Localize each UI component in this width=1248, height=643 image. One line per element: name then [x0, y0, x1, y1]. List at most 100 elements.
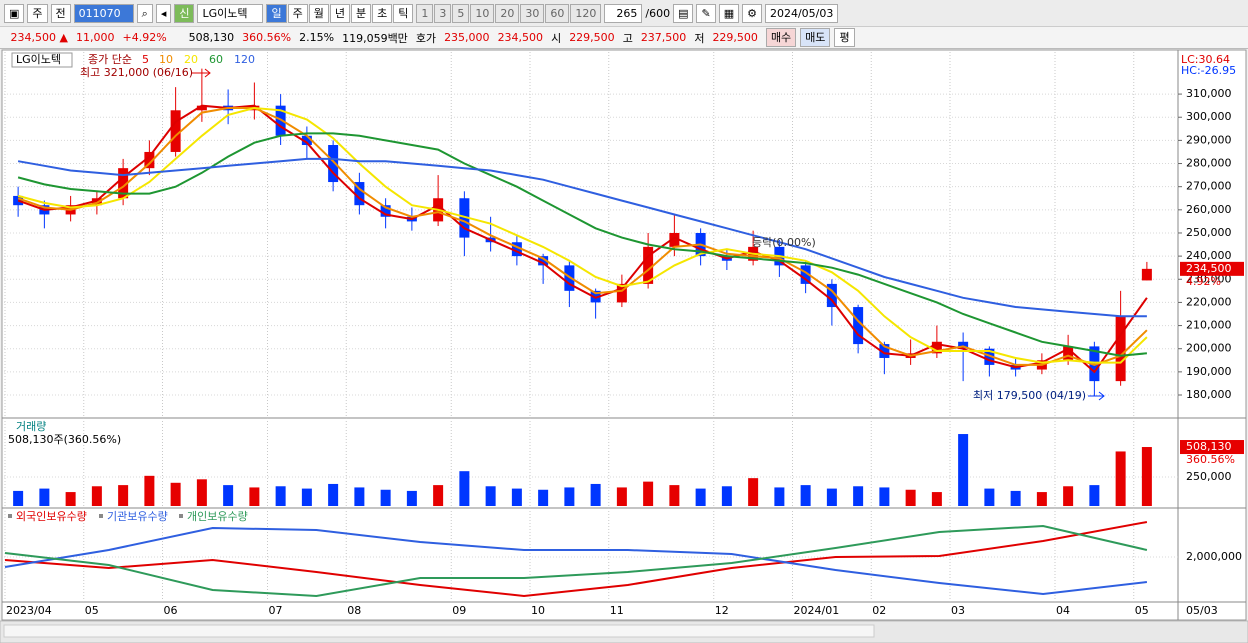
ma-line [17, 107, 1148, 366]
ref-note: 등락(0.00%) [752, 236, 816, 249]
stock-label: LG이노텍 [16, 53, 61, 66]
low-label: 저 [694, 31, 705, 45]
x-tick-label: 02 [872, 604, 886, 617]
candle-body [826, 283, 837, 308]
toolbar-button[interactable]: 5 [452, 3, 470, 23]
toolbar-button[interactable]: 초 [372, 3, 393, 23]
toolbar-button[interactable]: 1 [416, 3, 434, 23]
badge: 신 [174, 3, 195, 23]
candle-body [91, 198, 102, 206]
volume-bar [511, 488, 522, 506]
y-tick-label: 310,000 [1186, 87, 1232, 100]
toolbar-button[interactable]: 30 [520, 3, 545, 23]
y-tick-label: 180,000 [1186, 388, 1232, 401]
legend-entry: 개인보유수량 [187, 510, 248, 523]
toolbar-button[interactable]: 틱 [393, 3, 414, 23]
open: 229,500 [569, 31, 615, 44]
volume-bar [65, 492, 76, 506]
settings-button[interactable]: ⚙ [742, 3, 762, 23]
volume-bar [328, 483, 339, 506]
candle-body [328, 145, 339, 183]
sound-button[interactable]: ◂ [155, 3, 172, 23]
candle-body [958, 341, 969, 349]
market-select[interactable]: 주 [27, 3, 48, 23]
legend-swatch [8, 514, 12, 518]
candle-body [1089, 346, 1100, 382]
toolbar-button[interactable]: 20 [495, 3, 520, 23]
x-tick-label: 09 [452, 604, 466, 617]
volume-subtitle: 508,130주(360.56%) [8, 433, 121, 446]
code-input[interactable]: 011070 [73, 3, 134, 23]
lc-label: LC:30.64 [1181, 53, 1230, 66]
volume-bar [275, 486, 286, 506]
toolbar-button[interactable]: 년 [329, 3, 350, 23]
x-tick-label: 12 [715, 604, 729, 617]
candle-body [538, 256, 549, 266]
candle-body [196, 105, 207, 111]
x-tick-label: 11 [610, 604, 624, 617]
y-tick-label: 300,000 [1186, 110, 1232, 123]
high-label: 고 [622, 31, 633, 45]
volume-title: 거래량 [16, 420, 46, 433]
save-button[interactable]: ▦ [718, 3, 740, 23]
volume-bar [905, 489, 916, 506]
volume-bar [669, 485, 680, 506]
sell-button[interactable]: 매도 [800, 28, 831, 47]
count-input[interactable]: 265 [604, 3, 643, 23]
legend-entry: 20 [184, 53, 198, 66]
tool-button[interactable]: ▤ [673, 3, 694, 23]
volume-bar [249, 487, 260, 506]
toolbar-button[interactable]: 120 [570, 3, 602, 23]
layout-button[interactable]: ▣ [4, 3, 25, 23]
volume-bar [354, 487, 365, 506]
y-tick-label: 2,000,000 [1186, 550, 1242, 563]
scrollbar [3, 624, 875, 638]
candle-body [170, 110, 181, 152]
volume-bar [196, 479, 207, 506]
x-tick-label: 2023/04 [6, 604, 52, 617]
search-button[interactable]: ⌕ [136, 3, 153, 23]
hc-label: HC:-26.95 [1181, 64, 1236, 77]
y-tick-label: 280,000 [1186, 157, 1232, 170]
candle-body [590, 290, 601, 303]
legend-entry: 기관보유수량 [107, 510, 168, 523]
toolbar-button[interactable]: 주 [287, 3, 308, 23]
y-tick-label: 240,000 [1186, 249, 1232, 262]
bid: 234,500 [497, 31, 544, 44]
scope-select[interactable]: 전 [50, 3, 71, 23]
tool-button[interactable]: ✎ [696, 3, 716, 23]
volume-bar [853, 486, 864, 506]
candle-body [1063, 346, 1074, 361]
volume-bar [1063, 486, 1074, 506]
volume-bar [931, 492, 942, 506]
toolbar-button[interactable]: 분 [350, 3, 372, 23]
avg-button[interactable]: 평 [834, 28, 855, 47]
legend-swatch [179, 514, 183, 518]
toolbar-button[interactable]: 3 [434, 3, 452, 23]
ma-line [17, 132, 1147, 357]
volume-bar [643, 481, 654, 506]
count-max: /600 [645, 6, 671, 20]
toolbar-button[interactable]: 일 [266, 3, 287, 23]
y-tick-label: 250,000 [1186, 226, 1232, 239]
volume-bar [301, 488, 312, 506]
ma-line [17, 106, 1148, 364]
low: 229,500 [712, 31, 758, 44]
volume-bar [39, 488, 50, 506]
date-input[interactable]: 2024/05/03 [764, 3, 839, 23]
ma-line [17, 157, 1147, 318]
holding-line [4, 526, 1148, 596]
candle-body [275, 105, 286, 136]
x-tick-label: 10 [531, 604, 545, 617]
toolbar-button[interactable]: 10 [470, 3, 495, 23]
volume-bar [433, 485, 444, 506]
buy-button[interactable]: 매수 [765, 28, 797, 47]
volume-bar [170, 482, 181, 506]
toolbar-button[interactable]: 60 [545, 3, 570, 23]
y-tick-label: 260,000 [1186, 203, 1232, 216]
toolbar-button[interactable]: 월 [308, 3, 329, 23]
candle-body [643, 246, 654, 284]
volume-bar [984, 488, 995, 506]
